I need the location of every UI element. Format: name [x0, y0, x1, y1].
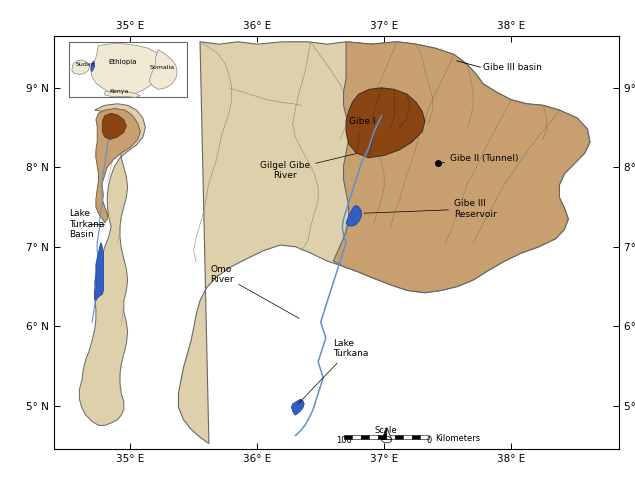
Polygon shape: [72, 60, 90, 74]
Text: Gibe II (Tunnel): Gibe II (Tunnel): [440, 154, 519, 163]
Bar: [344, 435, 352, 439]
Polygon shape: [79, 104, 145, 426]
Text: Ethiopia: Ethiopia: [109, 59, 137, 65]
Bar: [403, 435, 411, 439]
Text: Gibe I: Gibe I: [349, 116, 375, 126]
Text: 100: 100: [336, 436, 351, 445]
Polygon shape: [382, 428, 387, 440]
Bar: [420, 435, 429, 439]
Polygon shape: [149, 50, 177, 89]
Bar: [369, 435, 378, 439]
Bar: [411, 435, 420, 439]
Text: Lake
Turkana
Basin: Lake Turkana Basin: [69, 209, 105, 239]
Polygon shape: [91, 43, 166, 95]
Bar: [69, 42, 187, 98]
Bar: [386, 435, 394, 439]
Text: Lake
Turkana: Lake Turkana: [298, 339, 369, 403]
Polygon shape: [387, 428, 392, 440]
Bar: [352, 435, 361, 439]
Polygon shape: [178, 42, 590, 443]
Text: Omo
River: Omo River: [210, 265, 299, 318]
Text: Somalia: Somalia: [149, 66, 175, 71]
Bar: [361, 435, 369, 439]
Text: Gilgel Gibe
River: Gilgel Gibe River: [260, 154, 356, 180]
Polygon shape: [95, 243, 104, 301]
Polygon shape: [96, 109, 140, 223]
Bar: [378, 435, 386, 439]
Text: Kilometers: Kilometers: [435, 434, 480, 443]
Polygon shape: [91, 61, 95, 72]
Text: 0: 0: [426, 436, 431, 445]
Polygon shape: [346, 88, 425, 158]
Bar: [394, 435, 403, 439]
Text: Kenya: Kenya: [110, 88, 130, 94]
Polygon shape: [333, 42, 590, 293]
Text: Gibe III basin: Gibe III basin: [483, 63, 542, 72]
Text: Scale: Scale: [375, 426, 398, 435]
Polygon shape: [105, 91, 140, 98]
Polygon shape: [291, 399, 304, 415]
Polygon shape: [102, 113, 126, 140]
Polygon shape: [346, 205, 361, 226]
Text: Gibe III
Reservoir: Gibe III Reservoir: [364, 199, 497, 218]
Text: Sudan: Sudan: [76, 61, 95, 67]
